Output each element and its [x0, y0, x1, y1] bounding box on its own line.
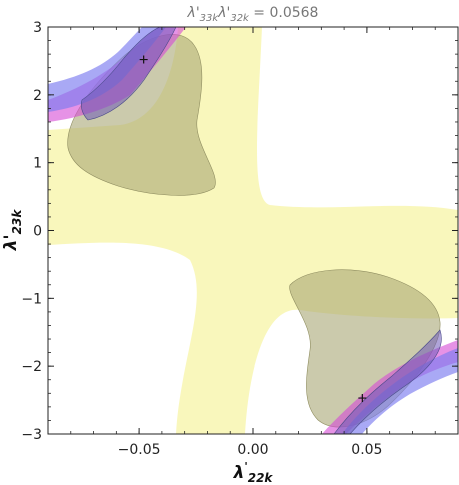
marker-layer [139, 55, 367, 403]
y-tick-label: 2 [33, 88, 42, 104]
y-tick-label: 1 [33, 156, 42, 172]
y-tick-label: 3 [33, 20, 42, 36]
y-tick-label: −2 [21, 359, 42, 375]
best-fit-marker [139, 55, 148, 64]
x-tick-label: −0.05 [118, 442, 161, 458]
y-tick-label: −1 [21, 291, 42, 307]
y-tick-label: 0 [33, 224, 42, 240]
x-axis: −0.05 0.00 0.05 [70, 27, 436, 458]
plot-area [48, 27, 458, 434]
overlap-region-lower [333, 329, 442, 434]
x-axis-label: λ'22k [233, 460, 274, 485]
y-axis-label: λ'23k [1, 209, 24, 252]
best-fit-marker [358, 394, 367, 403]
chart-title: λ'33kλ'32k = 0.0568 [187, 5, 319, 24]
x-tick-label: 0.00 [237, 442, 268, 458]
overlap-region-upper [80, 27, 177, 121]
y-tick-label: −3 [21, 427, 42, 443]
y-axis: −3 −2 −1 0 1 2 3 [21, 20, 458, 443]
x-tick-label: 0.05 [351, 442, 382, 458]
